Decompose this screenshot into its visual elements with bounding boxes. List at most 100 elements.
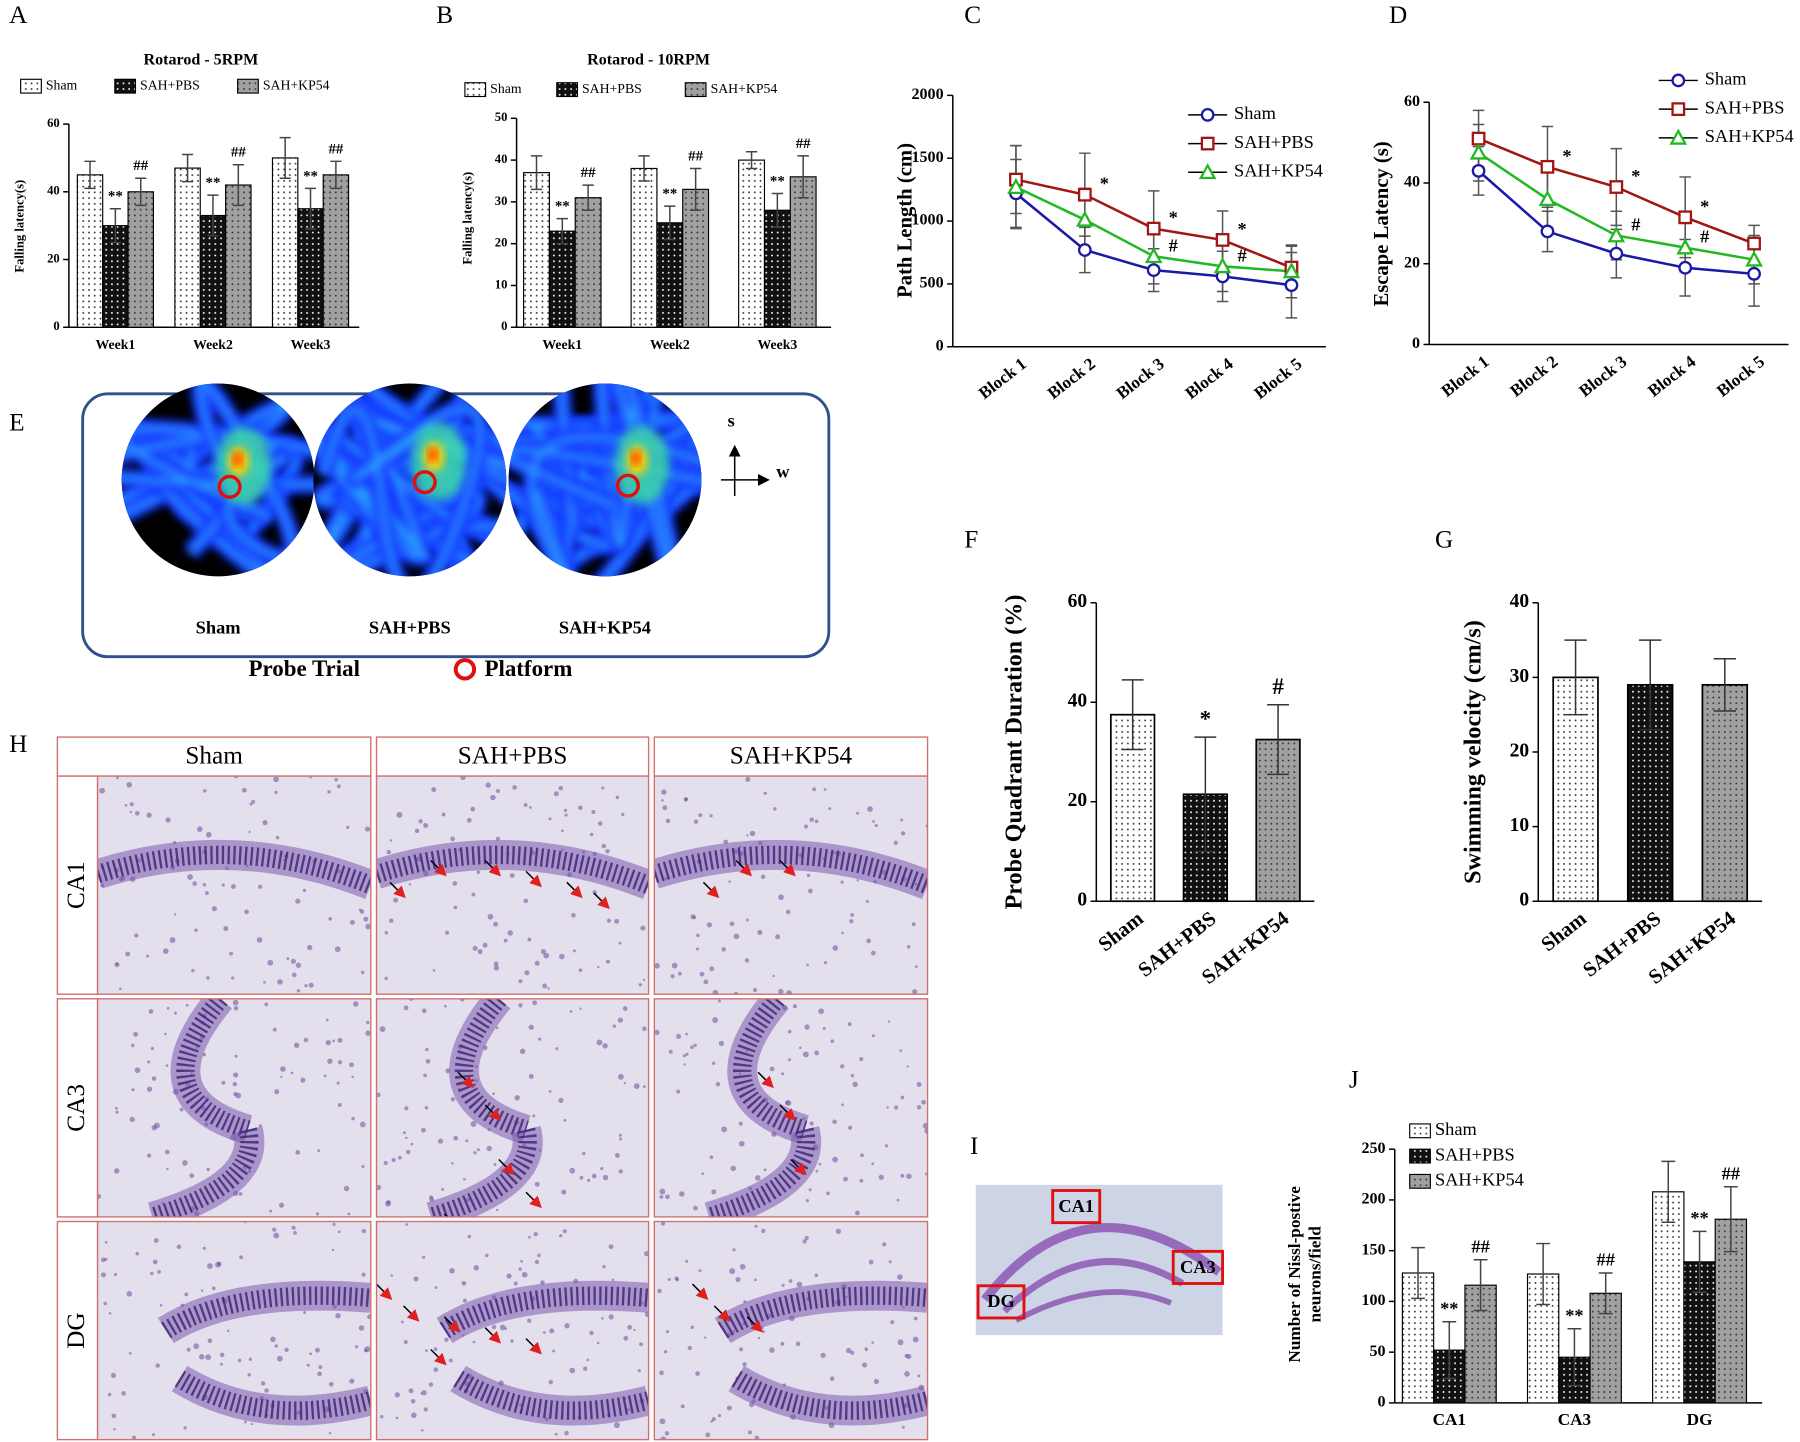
image-frame (375, 998, 650, 1218)
significance: ## (581, 165, 596, 181)
cell (547, 987, 550, 990)
cell (518, 1003, 523, 1008)
cell (572, 949, 576, 953)
hippocampal-layer (1014, 1289, 1173, 1323)
cell (272, 1227, 277, 1232)
arrow (376, 1283, 393, 1300)
x-tick-label: Week3 (291, 337, 331, 352)
cell (871, 1034, 875, 1038)
cell (899, 1049, 903, 1052)
error-bar (207, 194, 219, 237)
x-tick-label: Sham (1537, 908, 1590, 956)
cell (828, 807, 832, 811)
platform (217, 474, 242, 499)
cell (267, 959, 274, 966)
cell (248, 830, 251, 834)
y-axis-label: Escape Latency (s) (1371, 141, 1393, 306)
cell (176, 1244, 182, 1250)
y-tick-label: 0 (1077, 890, 1087, 911)
cell (835, 1228, 842, 1234)
error-bar (664, 205, 676, 241)
cell-layer-core (376, 845, 649, 894)
cell-layer (727, 998, 810, 1144)
cell (513, 1281, 518, 1286)
cell (411, 1412, 417, 1419)
error-bar (279, 136, 291, 179)
cell (434, 1286, 438, 1289)
cell (563, 1118, 567, 1122)
error-bar (304, 187, 317, 230)
cell (662, 805, 668, 811)
cell (423, 823, 429, 829)
y-axis-label: neurons/field (1306, 1226, 1325, 1323)
cell (471, 892, 476, 897)
y-tick-label: 20 (495, 236, 508, 250)
legend-label: Sham (1705, 69, 1747, 89)
cell (878, 1174, 884, 1180)
cell (638, 983, 642, 987)
cell (856, 879, 859, 882)
x-tick-label: DG (1687, 1410, 1713, 1429)
cell (278, 1202, 285, 1208)
cell (664, 1431, 670, 1436)
cell (806, 963, 809, 967)
cell (559, 953, 565, 960)
cell (221, 1080, 226, 1085)
significance: ** (108, 189, 123, 205)
panel-label: C (964, 1, 981, 29)
hotspot (428, 447, 438, 462)
cell (589, 832, 594, 837)
y-tick-label: 150 (1361, 1241, 1385, 1258)
cell (185, 1003, 189, 1007)
cell (134, 810, 140, 816)
cell (121, 1391, 126, 1396)
y-tick-label: 30 (495, 194, 508, 208)
significance: * (1238, 219, 1247, 239)
cell (582, 1151, 586, 1156)
cell (239, 1255, 244, 1260)
cell (485, 1253, 489, 1258)
bar (1626, 683, 1674, 903)
x-tick-label: Week2 (650, 337, 690, 352)
cell (359, 909, 365, 914)
cell (189, 1173, 195, 1178)
significance: # (1700, 227, 1709, 247)
significance: * (1100, 174, 1109, 194)
panel-label: H (9, 730, 27, 758)
cell (605, 849, 610, 854)
marker (1678, 260, 1693, 275)
cell (784, 1100, 790, 1105)
cell (97, 1193, 102, 1199)
cell (174, 1011, 177, 1015)
cell (690, 914, 696, 920)
cell (865, 1348, 868, 1352)
cell (200, 1289, 204, 1292)
row-label: CA3 (62, 1084, 90, 1132)
cell (680, 1404, 685, 1409)
cell (132, 1435, 137, 1440)
cell (752, 987, 758, 993)
cell (433, 1367, 439, 1372)
cell (395, 1416, 399, 1420)
cell (146, 1153, 152, 1158)
track-core (320, 405, 484, 577)
cell (524, 970, 530, 976)
cell (331, 1248, 335, 1252)
x-tick-label: CA3 (1558, 1410, 1592, 1429)
error-bar (84, 160, 96, 190)
cell (893, 840, 898, 845)
cell (365, 1030, 371, 1036)
cell-layer-core (160, 1286, 371, 1339)
cell (410, 1399, 416, 1404)
cell (514, 1095, 520, 1101)
bar (271, 157, 299, 328)
cell (739, 1347, 744, 1352)
cell (659, 1370, 664, 1376)
image-frame (96, 998, 372, 1218)
cell (351, 1075, 354, 1079)
cell (608, 1244, 614, 1250)
cell (296, 989, 301, 993)
y-tick-label: 40 (47, 184, 60, 198)
cell (815, 1169, 819, 1173)
cell (602, 1043, 608, 1049)
